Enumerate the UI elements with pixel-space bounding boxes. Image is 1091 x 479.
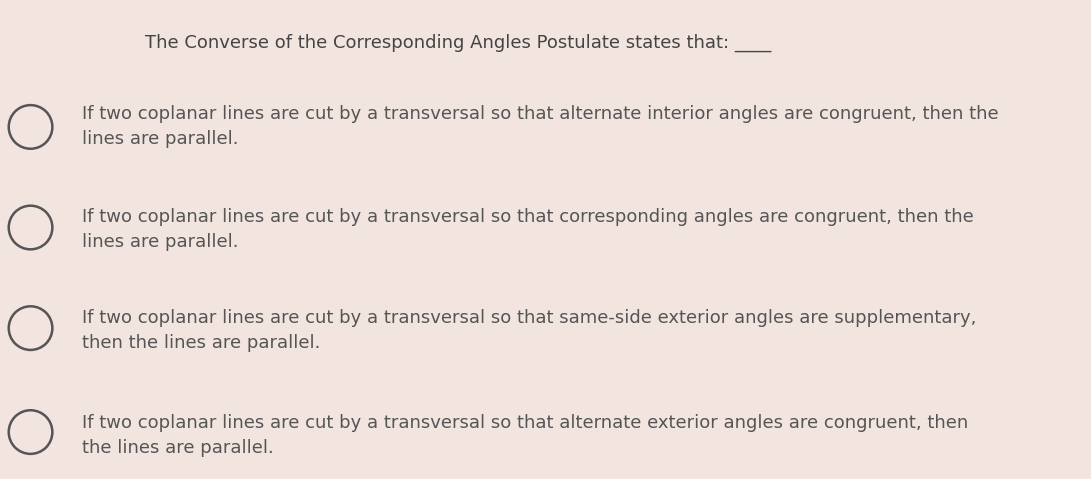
Text: If two coplanar lines are cut by a transversal so that same-side exterior angles: If two coplanar lines are cut by a trans…	[82, 309, 976, 352]
Text: If two coplanar lines are cut by a transversal so that corresponding angles are : If two coplanar lines are cut by a trans…	[82, 208, 973, 251]
Text: If two coplanar lines are cut by a transversal so that alternate exterior angles: If two coplanar lines are cut by a trans…	[82, 414, 968, 457]
Text: If two coplanar lines are cut by a transversal so that alternate interior angles: If two coplanar lines are cut by a trans…	[82, 105, 998, 148]
Text: The Converse of the Corresponding Angles Postulate states that: ____: The Converse of the Corresponding Angles…	[145, 34, 771, 52]
